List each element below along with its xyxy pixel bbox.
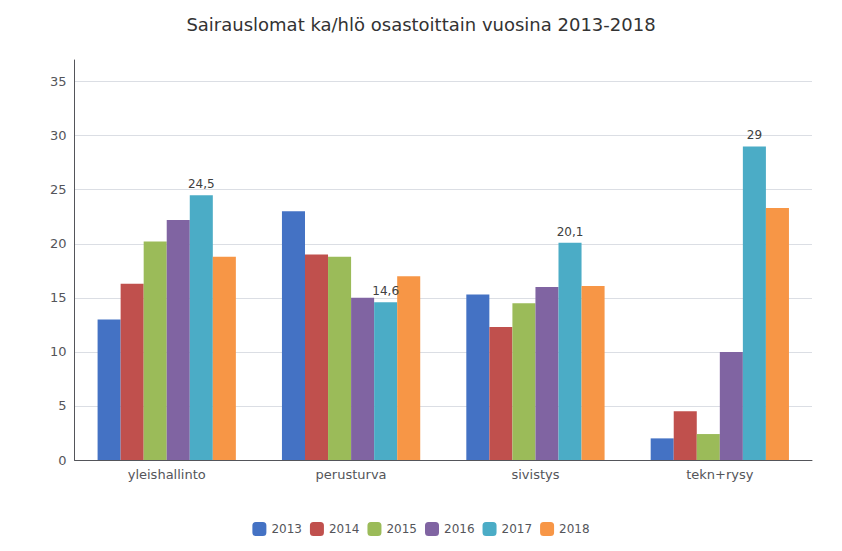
svg-text:2018: 2018 — [559, 522, 590, 536]
svg-text:5: 5 — [58, 398, 66, 413]
svg-text:perusturva: perusturva — [316, 467, 387, 482]
svg-text:25: 25 — [50, 182, 67, 197]
svg-text:35: 35 — [50, 74, 67, 89]
svg-text:2016: 2016 — [444, 522, 475, 536]
svg-text:2014: 2014 — [329, 522, 360, 536]
svg-text:yleishallinto: yleishallinto — [128, 467, 206, 482]
svg-text:sivistys: sivistys — [511, 467, 559, 482]
svg-text:30: 30 — [50, 128, 67, 143]
svg-text:15: 15 — [50, 290, 67, 305]
svg-text:20: 20 — [50, 236, 67, 251]
svg-text:tekn+rysy: tekn+rysy — [686, 467, 754, 482]
svg-text:10: 10 — [50, 344, 67, 359]
svg-text:2017: 2017 — [502, 522, 533, 536]
svg-text:Sairauslomat ka/hlö osastoitta: Sairauslomat ka/hlö osastoittain vuosina… — [186, 14, 655, 35]
svg-text:0: 0 — [58, 453, 66, 468]
svg-text:2015: 2015 — [386, 522, 417, 536]
svg-text:20,1: 20,1 — [557, 225, 584, 239]
svg-text:29: 29 — [747, 128, 762, 142]
svg-text:14,6: 14,6 — [372, 284, 399, 298]
svg-text:24,5: 24,5 — [188, 177, 215, 191]
svg-text:2013: 2013 — [271, 522, 302, 536]
